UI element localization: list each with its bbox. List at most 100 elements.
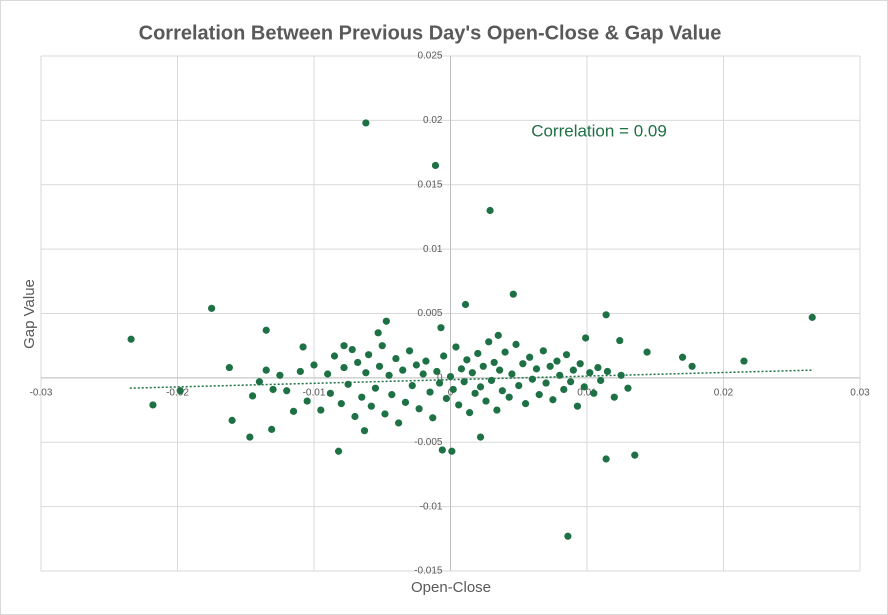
point bbox=[528, 375, 537, 383]
point bbox=[367, 402, 375, 410]
point bbox=[573, 402, 582, 410]
point bbox=[616, 336, 624, 345]
point bbox=[269, 385, 277, 394]
point bbox=[362, 119, 370, 127]
y-tick-label: 0.025 bbox=[417, 51, 442, 62]
point bbox=[358, 393, 366, 401]
point bbox=[509, 290, 517, 298]
point bbox=[426, 388, 434, 396]
point bbox=[374, 329, 382, 337]
point bbox=[580, 383, 588, 391]
point bbox=[395, 419, 403, 427]
point bbox=[399, 366, 407, 374]
trendline bbox=[129, 369, 813, 389]
point bbox=[340, 342, 348, 350]
point bbox=[560, 385, 568, 394]
point bbox=[208, 304, 216, 312]
point bbox=[474, 349, 482, 358]
point bbox=[419, 370, 427, 378]
point bbox=[431, 161, 440, 170]
point bbox=[643, 348, 651, 356]
point bbox=[381, 410, 389, 418]
point bbox=[412, 361, 420, 369]
point bbox=[603, 367, 612, 376]
point bbox=[461, 300, 470, 309]
point bbox=[437, 324, 445, 332]
point bbox=[493, 406, 501, 414]
point bbox=[408, 382, 416, 390]
point bbox=[246, 433, 254, 441]
chart-title: Correlation Between Previous Day's Open-… bbox=[139, 22, 722, 44]
point bbox=[482, 397, 490, 405]
point bbox=[176, 387, 184, 395]
point bbox=[429, 414, 437, 422]
point bbox=[452, 343, 460, 351]
point bbox=[127, 335, 135, 343]
point bbox=[740, 357, 748, 365]
point bbox=[476, 433, 485, 441]
point bbox=[586, 369, 594, 377]
point bbox=[602, 311, 610, 319]
point bbox=[262, 366, 270, 374]
point bbox=[455, 401, 463, 409]
point bbox=[486, 206, 494, 215]
point bbox=[276, 371, 284, 379]
point bbox=[440, 352, 448, 360]
point bbox=[508, 370, 516, 378]
y-tick-label: 0.01 bbox=[423, 244, 443, 255]
point bbox=[334, 447, 343, 455]
point bbox=[262, 326, 270, 334]
point bbox=[678, 353, 687, 361]
y-tick-label: 0.02 bbox=[423, 115, 443, 126]
point bbox=[498, 387, 506, 395]
y-tick-label: 0.015 bbox=[417, 179, 442, 190]
x-tick-label: 0.02 bbox=[714, 388, 734, 399]
point bbox=[519, 360, 527, 368]
x-tick-label: 0.01 bbox=[577, 388, 597, 399]
point bbox=[310, 361, 318, 369]
point bbox=[597, 376, 605, 385]
point bbox=[303, 397, 311, 405]
point bbox=[330, 352, 339, 360]
point bbox=[466, 409, 474, 417]
point bbox=[365, 351, 373, 359]
point bbox=[415, 405, 423, 413]
point bbox=[490, 358, 498, 367]
point bbox=[435, 379, 444, 387]
point bbox=[375, 362, 384, 370]
y-tick-label: -0.005 bbox=[414, 437, 443, 448]
x-tick-label: -0.01 bbox=[303, 388, 326, 399]
point bbox=[468, 369, 476, 377]
x-tick-label: 0 bbox=[448, 388, 454, 399]
point bbox=[564, 532, 572, 540]
point bbox=[248, 392, 257, 400]
point bbox=[268, 425, 276, 433]
point bbox=[624, 384, 632, 392]
point bbox=[688, 362, 696, 370]
y-tick-label: -0.01 bbox=[420, 501, 443, 512]
point bbox=[340, 363, 348, 372]
point bbox=[326, 389, 334, 397]
point bbox=[532, 365, 541, 373]
point bbox=[485, 338, 493, 346]
point bbox=[433, 367, 441, 376]
point bbox=[569, 366, 577, 374]
point bbox=[299, 343, 307, 351]
point bbox=[494, 331, 502, 339]
point bbox=[512, 340, 520, 348]
point bbox=[556, 371, 564, 379]
point bbox=[378, 342, 386, 350]
point bbox=[354, 358, 362, 367]
point bbox=[471, 389, 479, 397]
point bbox=[392, 354, 400, 363]
point bbox=[463, 356, 471, 364]
point bbox=[542, 379, 550, 387]
point bbox=[362, 369, 370, 377]
point bbox=[546, 362, 554, 370]
y-axis-label: Gap Value bbox=[21, 279, 38, 349]
point bbox=[631, 451, 639, 459]
point bbox=[337, 400, 345, 408]
y-tick-label: 0 bbox=[437, 373, 443, 384]
